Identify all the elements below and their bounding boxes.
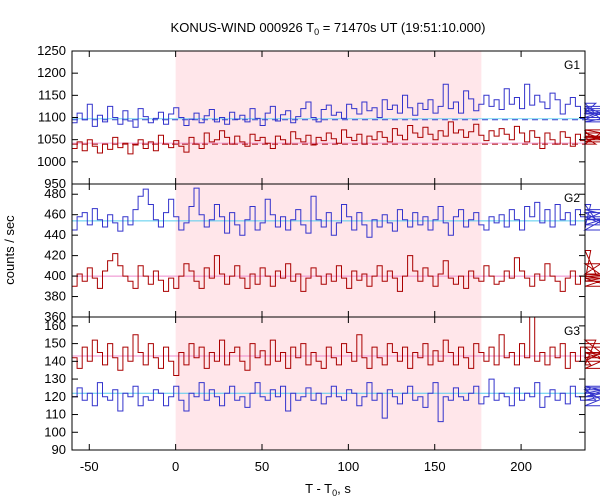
g2-series-blue [72,187,600,238]
g1-panel-label: G1 [564,58,580,72]
x-axis-label: T - T0, s [305,481,351,498]
g3-y-tick-label: 100 [44,424,66,439]
g1-y-tick-label: 1050 [37,132,66,147]
g2-y-tick-label: 460 [44,207,66,222]
tick-layer [72,50,585,451]
g1-series-blue [72,83,600,128]
g3-panel-label: G3 [564,324,580,338]
x-tick-label: 0 [172,459,179,474]
g3-panel-frame [71,316,586,451]
g2-y-tick-label: 400 [44,268,66,283]
g3-y-tick-label: 130 [44,371,66,386]
g2-series-red [72,250,600,292]
g3-y-tick-label: 90 [52,442,66,457]
g3-y-tick-label: 120 [44,389,66,404]
g1-y-tick-label: 950 [44,176,66,191]
x-tick-label: 100 [338,459,360,474]
x-tick-label: -50 [80,459,99,474]
g2-panel-label: G2 [564,191,580,205]
g1-y-tick-label: 1100 [38,110,66,125]
series-layer [72,83,600,423]
g1-y-tick-label: 1200 [37,65,66,80]
x-tick-label: 200 [510,459,532,474]
g3-y-tick-label: 150 [44,336,66,351]
chart-title: KONUS-WIND 000926 T0 = 71470s UT (19:51:… [171,20,486,37]
x-tick-label: 150 [424,459,446,474]
g3-series-blue [72,378,600,423]
highlight-interval [175,51,482,450]
g2-y-tick-label: 480 [44,186,66,201]
g1-y-tick-label: 1150 [38,87,66,102]
x-tick-label: 50 [255,459,269,474]
highlight-layer [175,51,482,450]
g3-y-tick-label: 140 [44,353,66,368]
g2-y-tick-label: 380 [44,289,66,304]
g2-y-tick-label: 420 [44,248,66,263]
g2-y-tick-label: 360 [44,309,66,324]
y-axis-label: counts / sec [2,215,17,285]
g3-series-red [72,316,600,376]
g1-y-tick-label: 1250 [37,43,66,58]
g1-y-tick-label: 1000 [37,154,66,169]
g2-y-tick-label: 440 [44,227,66,242]
label-layer: 950100010501100115012001250G136038040042… [37,43,580,474]
g3-y-tick-label: 160 [44,318,66,333]
g1-series-red [72,121,600,155]
g3-y-tick-label: 110 [45,407,66,422]
